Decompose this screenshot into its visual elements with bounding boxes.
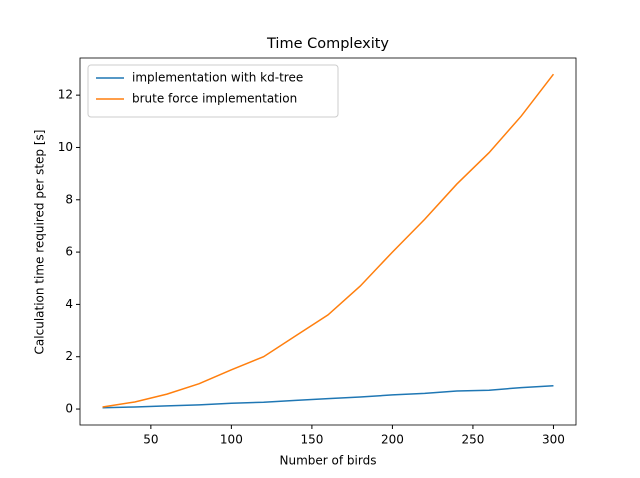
y-tick-label: 12 xyxy=(58,88,73,102)
x-tick-label: 50 xyxy=(143,433,158,447)
legend-label: brute force implementation xyxy=(132,92,297,106)
x-tick-label: 150 xyxy=(300,433,323,447)
legend-label: implementation with kd-tree xyxy=(132,71,303,85)
x-tick-label: 300 xyxy=(542,433,565,447)
y-tick-label: 2 xyxy=(65,349,73,363)
y-tick-label: 6 xyxy=(65,245,73,259)
y-axis-label: Calculation time required per step [s] xyxy=(33,130,47,355)
y-tick-label: 8 xyxy=(65,192,73,206)
x-tick-label: 200 xyxy=(381,433,404,447)
legend-box xyxy=(87,64,339,118)
x-tick-label: 250 xyxy=(461,433,484,447)
data-line xyxy=(102,385,554,409)
x-axis-label: Number of birds xyxy=(280,454,377,468)
y-tick-label: 0 xyxy=(65,402,73,416)
y-tick-label: 10 xyxy=(58,140,73,154)
plot-frame xyxy=(79,57,577,426)
x-tick-label: 100 xyxy=(220,433,243,447)
legend: implementation with kd-tree brute force i… xyxy=(87,64,339,118)
chart-title: Time Complexity xyxy=(266,36,389,52)
y-tick-label: 4 xyxy=(65,297,73,311)
data-line xyxy=(102,73,555,408)
